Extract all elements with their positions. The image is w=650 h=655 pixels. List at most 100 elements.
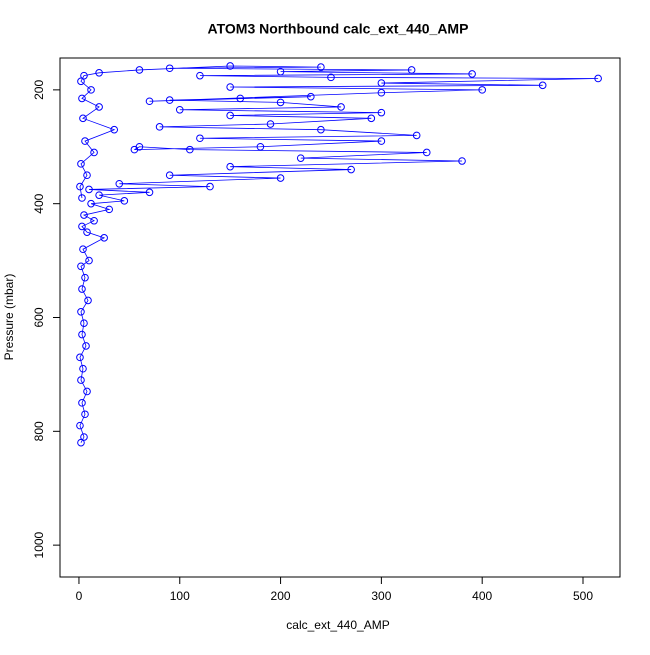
data-point bbox=[135, 66, 144, 74]
data-point bbox=[347, 165, 355, 174]
x-tick-label: 200 bbox=[271, 589, 291, 603]
data-point bbox=[165, 64, 174, 73]
data-point bbox=[95, 103, 103, 111]
data-point bbox=[83, 228, 91, 236]
data-point bbox=[77, 262, 85, 271]
y-tick-label: 800 bbox=[32, 421, 46, 441]
data-point bbox=[85, 256, 93, 265]
y-tick-label: 1000 bbox=[32, 531, 46, 558]
data-point bbox=[196, 71, 204, 80]
data-point bbox=[90, 148, 98, 157]
data-point bbox=[206, 182, 214, 191]
data-point bbox=[276, 67, 285, 76]
data-point bbox=[87, 86, 95, 94]
data-point bbox=[83, 171, 91, 180]
data-point bbox=[130, 145, 139, 154]
data-point bbox=[80, 71, 88, 80]
data-point bbox=[478, 86, 486, 94]
data-point bbox=[90, 216, 98, 225]
chart-title: ATOM3 Northbound calc_ext_440_AMP bbox=[208, 21, 469, 37]
data-point bbox=[87, 199, 95, 208]
data-point bbox=[186, 145, 194, 154]
data-point bbox=[79, 114, 87, 123]
data-point bbox=[145, 97, 154, 106]
data-point bbox=[377, 88, 386, 97]
data-point bbox=[538, 81, 547, 90]
data-point bbox=[165, 96, 174, 104]
data-point bbox=[82, 342, 90, 350]
x-tick-label: 300 bbox=[371, 589, 391, 603]
x-tick-label: 400 bbox=[472, 589, 492, 603]
data-point bbox=[317, 63, 325, 71]
data-point bbox=[79, 364, 87, 373]
data-point bbox=[85, 185, 93, 194]
data-point bbox=[78, 330, 86, 339]
x-axis-label: calc_ext_440_AMP bbox=[286, 618, 389, 632]
data-point bbox=[468, 70, 476, 78]
data-point bbox=[77, 160, 85, 168]
data-point bbox=[317, 125, 325, 134]
data-point bbox=[377, 79, 386, 87]
data-point bbox=[80, 319, 88, 327]
data-point bbox=[594, 74, 602, 83]
data-point bbox=[337, 103, 345, 111]
data-point bbox=[145, 188, 154, 197]
data-point bbox=[165, 171, 174, 180]
data-point bbox=[175, 105, 184, 114]
data-point bbox=[78, 94, 86, 103]
data-point bbox=[276, 98, 285, 107]
data-point bbox=[79, 245, 87, 254]
y-tick-label: 400 bbox=[32, 193, 46, 213]
data-point bbox=[77, 376, 85, 384]
data-point bbox=[76, 182, 84, 191]
data-point bbox=[256, 142, 265, 151]
data-point bbox=[77, 438, 85, 447]
data-point bbox=[81, 410, 89, 419]
data-point bbox=[84, 296, 92, 305]
data-point bbox=[276, 174, 285, 182]
y-axis-label: Pressure (mbar) bbox=[2, 274, 16, 361]
data-point bbox=[100, 234, 108, 242]
data-point bbox=[95, 68, 103, 77]
data-point bbox=[196, 134, 204, 143]
data-point bbox=[226, 111, 234, 120]
x-tick-label: 500 bbox=[573, 589, 593, 603]
data-point bbox=[236, 94, 245, 103]
x-tick-label: 100 bbox=[170, 589, 190, 603]
data-point bbox=[367, 114, 376, 123]
data-point bbox=[412, 131, 421, 140]
data-point bbox=[266, 120, 275, 128]
data-point bbox=[78, 399, 86, 407]
data-point bbox=[95, 191, 103, 199]
data-point bbox=[77, 308, 85, 316]
data-point bbox=[80, 211, 88, 219]
data-point bbox=[296, 154, 305, 162]
data-point bbox=[226, 162, 234, 171]
data-point bbox=[226, 83, 234, 91]
data-point bbox=[83, 387, 91, 396]
x-tick-label: 0 bbox=[76, 589, 83, 603]
data-point bbox=[105, 205, 113, 214]
data-point bbox=[76, 353, 84, 362]
data-point bbox=[78, 194, 86, 202]
y-tick-label: 200 bbox=[32, 80, 46, 100]
data-point bbox=[76, 421, 84, 430]
data-point bbox=[80, 433, 88, 441]
data-point bbox=[78, 222, 86, 231]
data-point bbox=[226, 62, 234, 70]
data-point bbox=[407, 66, 416, 74]
data-point bbox=[307, 92, 315, 101]
y-tick-label: 600 bbox=[32, 307, 46, 327]
data-point bbox=[81, 273, 89, 282]
data-point bbox=[77, 77, 85, 86]
data-point bbox=[458, 157, 466, 165]
data-point bbox=[115, 179, 124, 188]
data-point bbox=[327, 73, 335, 82]
data-point bbox=[110, 125, 119, 134]
data-line bbox=[79, 65, 599, 443]
data-point bbox=[78, 285, 86, 293]
data-point bbox=[377, 108, 386, 117]
data-point bbox=[120, 197, 129, 205]
